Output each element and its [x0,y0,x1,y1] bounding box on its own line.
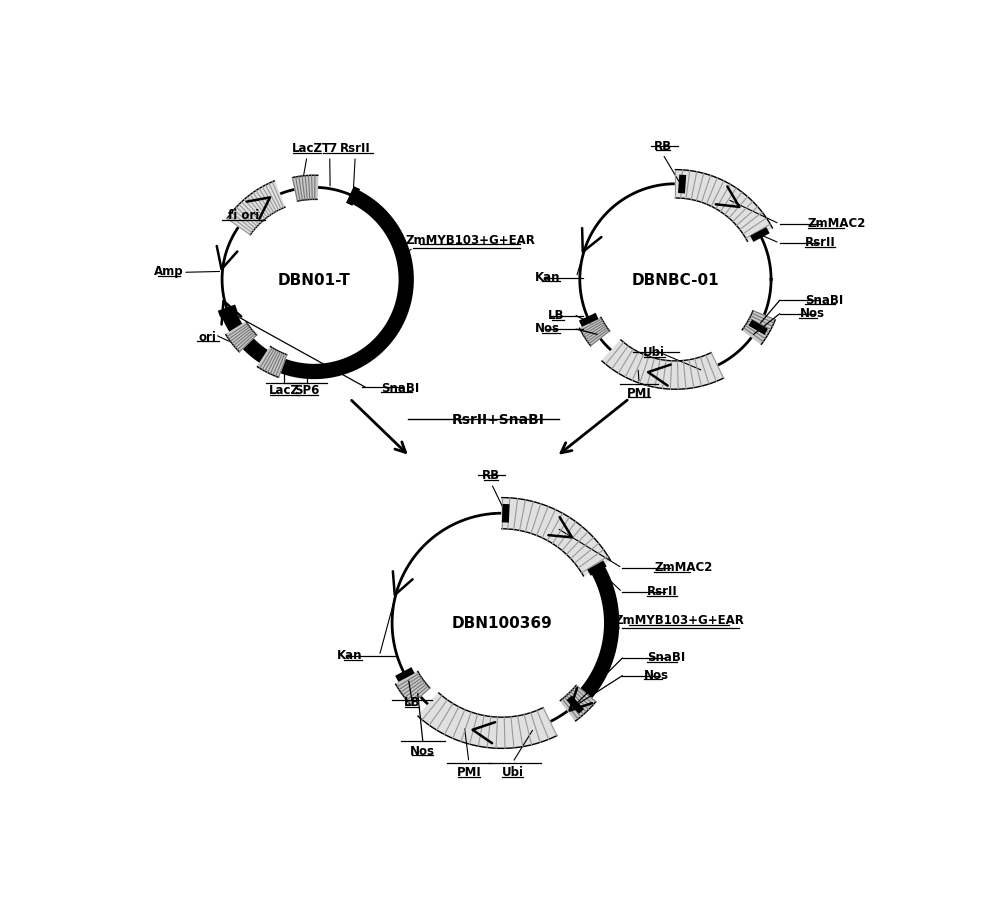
Text: fi ori: fi ori [228,210,259,222]
Text: ori: ori [199,331,217,344]
Polygon shape [502,498,610,576]
Polygon shape [602,341,724,390]
Text: RsrII: RsrII [647,584,678,597]
Text: SnaBI: SnaBI [381,381,420,394]
Text: Nos: Nos [535,323,560,335]
Text: SnaBI: SnaBI [805,293,843,306]
Text: PMI: PMI [457,766,481,778]
Text: Nos: Nos [410,744,435,757]
Text: RB: RB [654,140,672,153]
Text: RsrII+SnaBI: RsrII+SnaBI [452,413,545,426]
Text: DBN01-T: DBN01-T [278,273,351,288]
Text: Ubi: Ubi [643,346,665,358]
Text: DBNBC-01: DBNBC-01 [632,273,719,288]
Polygon shape [418,693,557,749]
Text: PMI: PMI [627,386,651,399]
Text: LB: LB [404,696,420,709]
Text: LacZ: LacZ [269,384,300,397]
Text: Ubi: Ubi [502,766,524,778]
Text: LacZ: LacZ [292,142,323,155]
Text: DBN100369: DBN100369 [451,616,552,630]
Polygon shape [257,347,287,378]
Polygon shape [226,323,257,352]
Polygon shape [742,312,775,345]
Polygon shape [560,686,596,721]
Text: ZmMYB103+G+EAR: ZmMYB103+G+EAR [614,614,744,627]
Text: LB: LB [548,309,564,322]
Text: Kan: Kan [337,649,362,662]
Text: RsrII: RsrII [805,236,836,249]
Polygon shape [292,176,318,202]
Text: Kan: Kan [534,270,560,284]
Text: SnaBI: SnaBI [647,651,685,664]
Polygon shape [227,182,285,235]
Text: ZmMAC2: ZmMAC2 [808,217,866,230]
Text: Nos: Nos [799,307,824,320]
Polygon shape [675,170,772,242]
Text: ZmMYB103+G+EAR: ZmMYB103+G+EAR [405,233,535,246]
Polygon shape [396,672,430,705]
Text: RsrII: RsrII [340,142,371,155]
Text: SP6: SP6 [294,384,320,397]
Text: ZmMAC2: ZmMAC2 [654,561,713,573]
Text: RB: RB [482,469,500,482]
Text: Amp: Amp [154,265,184,278]
Text: Nos: Nos [644,668,669,681]
Text: T7: T7 [322,142,338,155]
Polygon shape [579,318,610,346]
